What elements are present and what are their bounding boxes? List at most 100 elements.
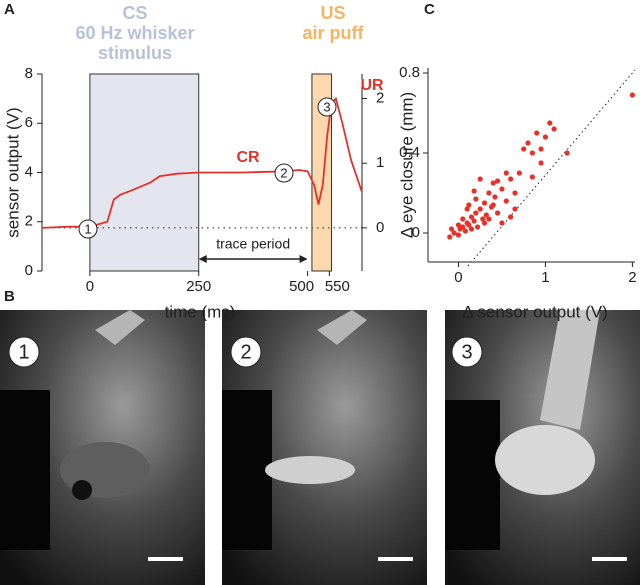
scatter-point <box>516 170 522 176</box>
scatter-point <box>490 202 496 208</box>
panel-label: C <box>424 1 435 18</box>
y-tick-label: 0.8 <box>399 64 420 81</box>
scatter-point <box>521 146 527 152</box>
trace-period-box <box>204 236 302 254</box>
scatter-point <box>471 218 477 224</box>
scatter-point <box>547 120 553 126</box>
panel-label: A <box>4 1 15 18</box>
y-tick-label: 0 <box>25 262 33 279</box>
scatter-point <box>542 134 549 140</box>
scatter-point <box>447 234 453 240</box>
scatter-point <box>483 212 489 218</box>
scatter-point <box>551 126 557 132</box>
y-tick-label: 0.4 <box>399 144 420 161</box>
scatter-point <box>494 178 501 184</box>
scatter-point <box>466 222 472 228</box>
scale-bar <box>592 557 627 561</box>
unity-line <box>467 69 636 267</box>
scatter-point <box>462 228 468 234</box>
marker-label: 2 <box>280 165 287 180</box>
frame-label: 2 <box>240 341 251 363</box>
marker-circle <box>78 219 98 239</box>
region-label: CS <box>122 3 147 23</box>
y2-tick-label: 0 <box>376 219 384 236</box>
y2-tick-label: 2 <box>376 90 384 107</box>
y-tick-label: 4 <box>25 163 33 180</box>
scatter-point <box>538 160 544 166</box>
scatter-point <box>477 206 483 212</box>
scatter-point <box>464 206 470 212</box>
annotation: UR <box>360 77 384 94</box>
region-label: US <box>320 3 345 23</box>
x-tick-label: 0 <box>86 278 94 295</box>
scatter-point <box>477 176 483 182</box>
x-axis-label: time (ms) <box>165 302 236 321</box>
x-axis-label: Δ sensor output (V) <box>462 302 608 321</box>
scatter-point <box>564 150 570 156</box>
scatter-point <box>492 194 498 200</box>
pupil <box>72 480 92 500</box>
photo-frames <box>0 310 640 585</box>
eye <box>265 456 355 484</box>
scatter-point <box>481 200 488 206</box>
x-tick-label: 1 <box>541 269 549 286</box>
scatter-point <box>460 224 466 230</box>
scatter-point <box>486 190 492 196</box>
x-tick-label: 250 <box>186 278 211 295</box>
scatter-point <box>490 180 496 186</box>
shadow <box>222 390 272 550</box>
scatter-point <box>503 170 509 176</box>
frame-label: 3 <box>461 341 472 363</box>
scatter-point <box>534 130 540 136</box>
puff-tube <box>317 310 367 345</box>
scatter-point <box>455 222 462 228</box>
marker-label: 1 <box>84 221 91 236</box>
x-tick-label: 500 <box>289 278 314 295</box>
x-tick-label: 2 <box>628 269 636 286</box>
frame-badge <box>8 336 40 368</box>
scatter-point <box>486 216 492 222</box>
shadow <box>445 400 500 550</box>
scatter-point <box>508 214 514 220</box>
x-tick-label: 0 <box>454 269 462 286</box>
marker-label: 3 <box>323 99 330 114</box>
region-label: 60 Hz whisker <box>75 23 194 43</box>
frame-badge <box>230 336 262 368</box>
scatter-point <box>466 202 472 208</box>
scatter-point <box>512 206 518 212</box>
scale-bar <box>378 557 413 561</box>
trace-period-label: trace period <box>216 236 290 252</box>
scatter-point <box>508 176 514 182</box>
x-tick-label: 550 <box>325 278 350 295</box>
y-tick-label: 8 <box>25 65 33 82</box>
stimulus-region <box>311 73 333 272</box>
scatter-point <box>503 198 509 204</box>
scatter-point <box>460 216 466 222</box>
puff-tube <box>540 310 600 430</box>
frame-badge <box>451 336 483 368</box>
scatter-point <box>455 232 462 238</box>
scatter-point <box>499 186 505 192</box>
scatter-point <box>471 188 477 194</box>
scatter-point <box>629 92 635 98</box>
scatter-point <box>473 196 479 202</box>
scatter-point <box>468 226 475 232</box>
scatter-point <box>468 214 475 220</box>
shadow <box>0 390 50 550</box>
scatter-point <box>512 190 518 196</box>
scatter-point <box>499 220 505 226</box>
annotation: CR <box>236 149 260 166</box>
y-tick-label: 2 <box>25 213 33 230</box>
y-axis-label: Δ eye closure (mm) <box>397 92 416 238</box>
region-label: stimulus <box>98 43 172 63</box>
stimulus-region <box>89 73 200 272</box>
panel-label: B <box>4 288 15 305</box>
scatter-point <box>474 224 481 230</box>
scatter-point <box>480 216 486 222</box>
scatter-point <box>529 174 535 180</box>
y-tick-label: 6 <box>25 114 33 131</box>
scatter-point <box>494 210 501 216</box>
scatter-point <box>451 230 457 236</box>
scatter-point <box>525 140 531 146</box>
